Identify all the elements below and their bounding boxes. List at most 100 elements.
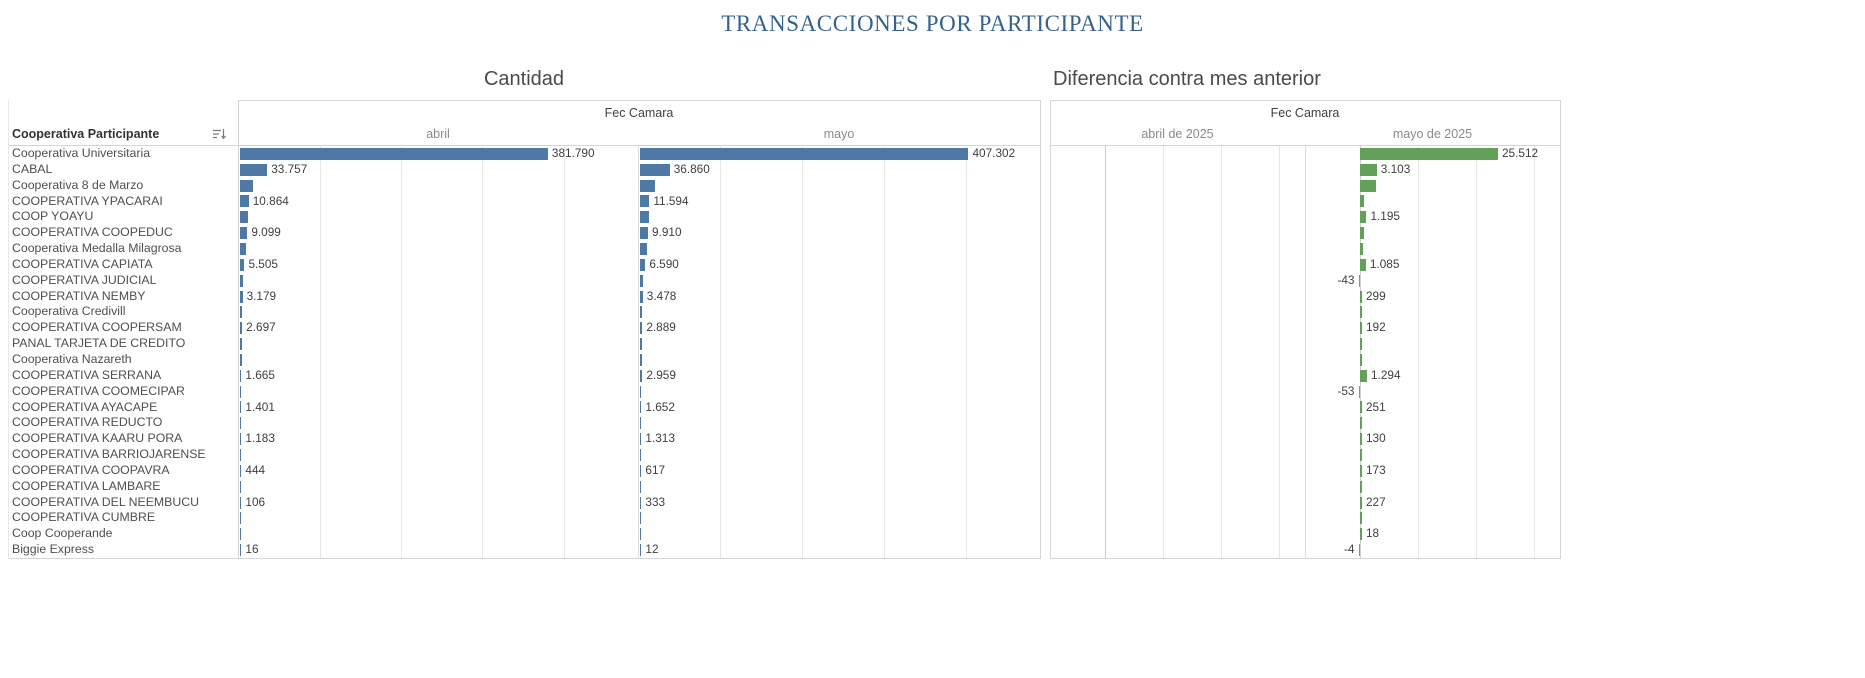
row-label[interactable]: COOPERATIVA CUMBRE: [12, 510, 156, 525]
row-label[interactable]: COOPERATIVA NEMBY: [12, 288, 146, 303]
diff-bar[interactable]: [1360, 480, 1362, 493]
diff-bar[interactable]: [1360, 227, 1365, 240]
diff-bar[interactable]: [1360, 211, 1367, 224]
diff-bar[interactable]: [1360, 433, 1362, 446]
row-label[interactable]: Cooperativa Credivill: [12, 304, 126, 319]
diff-bar[interactable]: [1360, 179, 1377, 192]
diff-bar[interactable]: [1360, 322, 1362, 335]
diff-bar[interactable]: [1360, 401, 1362, 414]
diff-bar[interactable]: [1360, 338, 1362, 351]
abril-bar[interactable]: [240, 353, 242, 366]
row-label[interactable]: Cooperativa 8 de Marzo: [12, 177, 144, 192]
row-label[interactable]: COOPERATIVA LAMBARE: [12, 478, 161, 493]
diff-bar-negative[interactable]: [1358, 544, 1360, 557]
mayo-bar[interactable]: [640, 369, 643, 382]
mayo-bar[interactable]: [640, 243, 647, 255]
abril-bar[interactable]: [240, 258, 245, 271]
mayo-bar[interactable]: [640, 528, 642, 541]
mayo-bar[interactable]: [640, 433, 642, 446]
mayo-bar[interactable]: [640, 385, 642, 398]
abril-bar[interactable]: [240, 290, 243, 303]
diff-bar[interactable]: [1360, 163, 1377, 176]
diff-bar[interactable]: [1360, 258, 1366, 271]
row-label[interactable]: COOPERATIVA COOPEDUC: [12, 225, 173, 240]
mayo-bar[interactable]: [640, 322, 643, 335]
diff-bar-negative[interactable]: [1358, 385, 1360, 398]
mayo-bar[interactable]: [640, 464, 642, 477]
abril-bar[interactable]: [240, 464, 242, 477]
row-label[interactable]: COOPERATIVA BARRIOJARENSE: [12, 447, 206, 462]
mayo-bar[interactable]: [640, 496, 642, 509]
abril-bar[interactable]: [240, 306, 243, 319]
diff-bar[interactable]: [1360, 528, 1362, 541]
row-label[interactable]: COOPERATIVA COOPERSAM: [12, 320, 182, 335]
abril-bar[interactable]: [240, 211, 249, 224]
row-label[interactable]: Coop Cooperande: [12, 526, 113, 541]
abril-bar[interactable]: [240, 322, 243, 335]
mayo-bar[interactable]: [640, 512, 642, 525]
row-label[interactable]: COOPERATIVA SERRANA: [12, 367, 162, 382]
diff-bar[interactable]: [1360, 417, 1362, 430]
mayo-bar[interactable]: [640, 195, 650, 208]
mayo-bar[interactable]: [640, 401, 642, 414]
row-label[interactable]: COOPERATIVA KAARU PORA: [12, 431, 183, 446]
abril-bar[interactable]: [240, 163, 268, 176]
diff-bar[interactable]: [1360, 306, 1362, 319]
diff-bar[interactable]: [1360, 369, 1367, 382]
mayo-bar[interactable]: [640, 179, 656, 192]
diff-bar[interactable]: [1360, 512, 1362, 525]
row-label[interactable]: Cooperativa Universitaria: [12, 146, 151, 160]
row-label[interactable]: Cooperativa Nazareth: [12, 352, 132, 366]
row-label[interactable]: COOPERATIVA YPACARAI: [12, 193, 163, 208]
abril-bar[interactable]: [240, 496, 242, 509]
mayo-bar[interactable]: [640, 338, 643, 351]
row-label[interactable]: COOPERATIVA COOMECIPAR: [12, 383, 185, 398]
abril-bar[interactable]: [240, 179, 253, 192]
diff-bar[interactable]: [1360, 496, 1362, 509]
abril-bar[interactable]: [240, 401, 242, 414]
abril-bar[interactable]: [240, 369, 242, 382]
mayo-bar[interactable]: [640, 417, 642, 430]
abril-bar[interactable]: [240, 195, 249, 208]
mayo-bar[interactable]: [640, 163, 670, 176]
mayo-bar[interactable]: [640, 290, 643, 303]
mayo-bar[interactable]: [640, 274, 644, 287]
mayo-bar[interactable]: [640, 306, 643, 319]
diff-bar[interactable]: [1360, 290, 1362, 303]
row-label[interactable]: COOPERATIVA REDUCTO: [12, 415, 163, 430]
abril-bar[interactable]: [240, 449, 242, 461]
abril-bar[interactable]: [240, 227, 248, 240]
mayo-bar[interactable]: [640, 353, 642, 366]
mayo-bar[interactable]: [640, 211, 650, 224]
row-label[interactable]: COOPERATIVA DEL NEEMBUCU: [12, 494, 199, 509]
mayo-bar[interactable]: [640, 449, 642, 461]
abril-bar[interactable]: [240, 243, 247, 255]
abril-bar[interactable]: [240, 147, 548, 160]
mayo-bar[interactable]: [640, 544, 642, 557]
abril-bar[interactable]: [240, 274, 244, 287]
abril-bar[interactable]: [240, 385, 242, 398]
row-label[interactable]: COOP YOAYU: [12, 209, 94, 224]
diff-bar[interactable]: [1360, 147, 1498, 160]
row-label[interactable]: Biggie Express: [12, 542, 95, 557]
abril-bar[interactable]: [240, 433, 242, 446]
mayo-bar[interactable]: [640, 227, 648, 240]
row-label[interactable]: PANAL TARJETA DE CREDITO: [12, 336, 186, 351]
diff-bar[interactable]: [1360, 353, 1362, 366]
row-label[interactable]: COOPERATIVA AYACAPE: [12, 399, 158, 414]
abril-bar[interactable]: [240, 338, 242, 351]
mayo-bar[interactable]: [640, 258, 646, 271]
row-label[interactable]: COOPERATIVA COOPAVRA: [12, 462, 170, 477]
abril-bar[interactable]: [240, 417, 242, 430]
diff-bar-negative[interactable]: [1358, 274, 1360, 287]
sort-icon[interactable]: [212, 128, 226, 140]
diff-bar[interactable]: [1360, 195, 1364, 208]
diff-bar[interactable]: [1360, 243, 1363, 255]
mayo-bar[interactable]: [640, 480, 642, 493]
row-label[interactable]: COOPERATIVA JUDICIAL: [12, 272, 157, 287]
row-label[interactable]: COOPERATIVA CAPIATA: [12, 256, 153, 271]
abril-bar[interactable]: [240, 544, 242, 557]
diff-bar[interactable]: [1360, 464, 1362, 477]
abril-bar[interactable]: [240, 480, 242, 493]
abril-bar[interactable]: [240, 512, 242, 525]
